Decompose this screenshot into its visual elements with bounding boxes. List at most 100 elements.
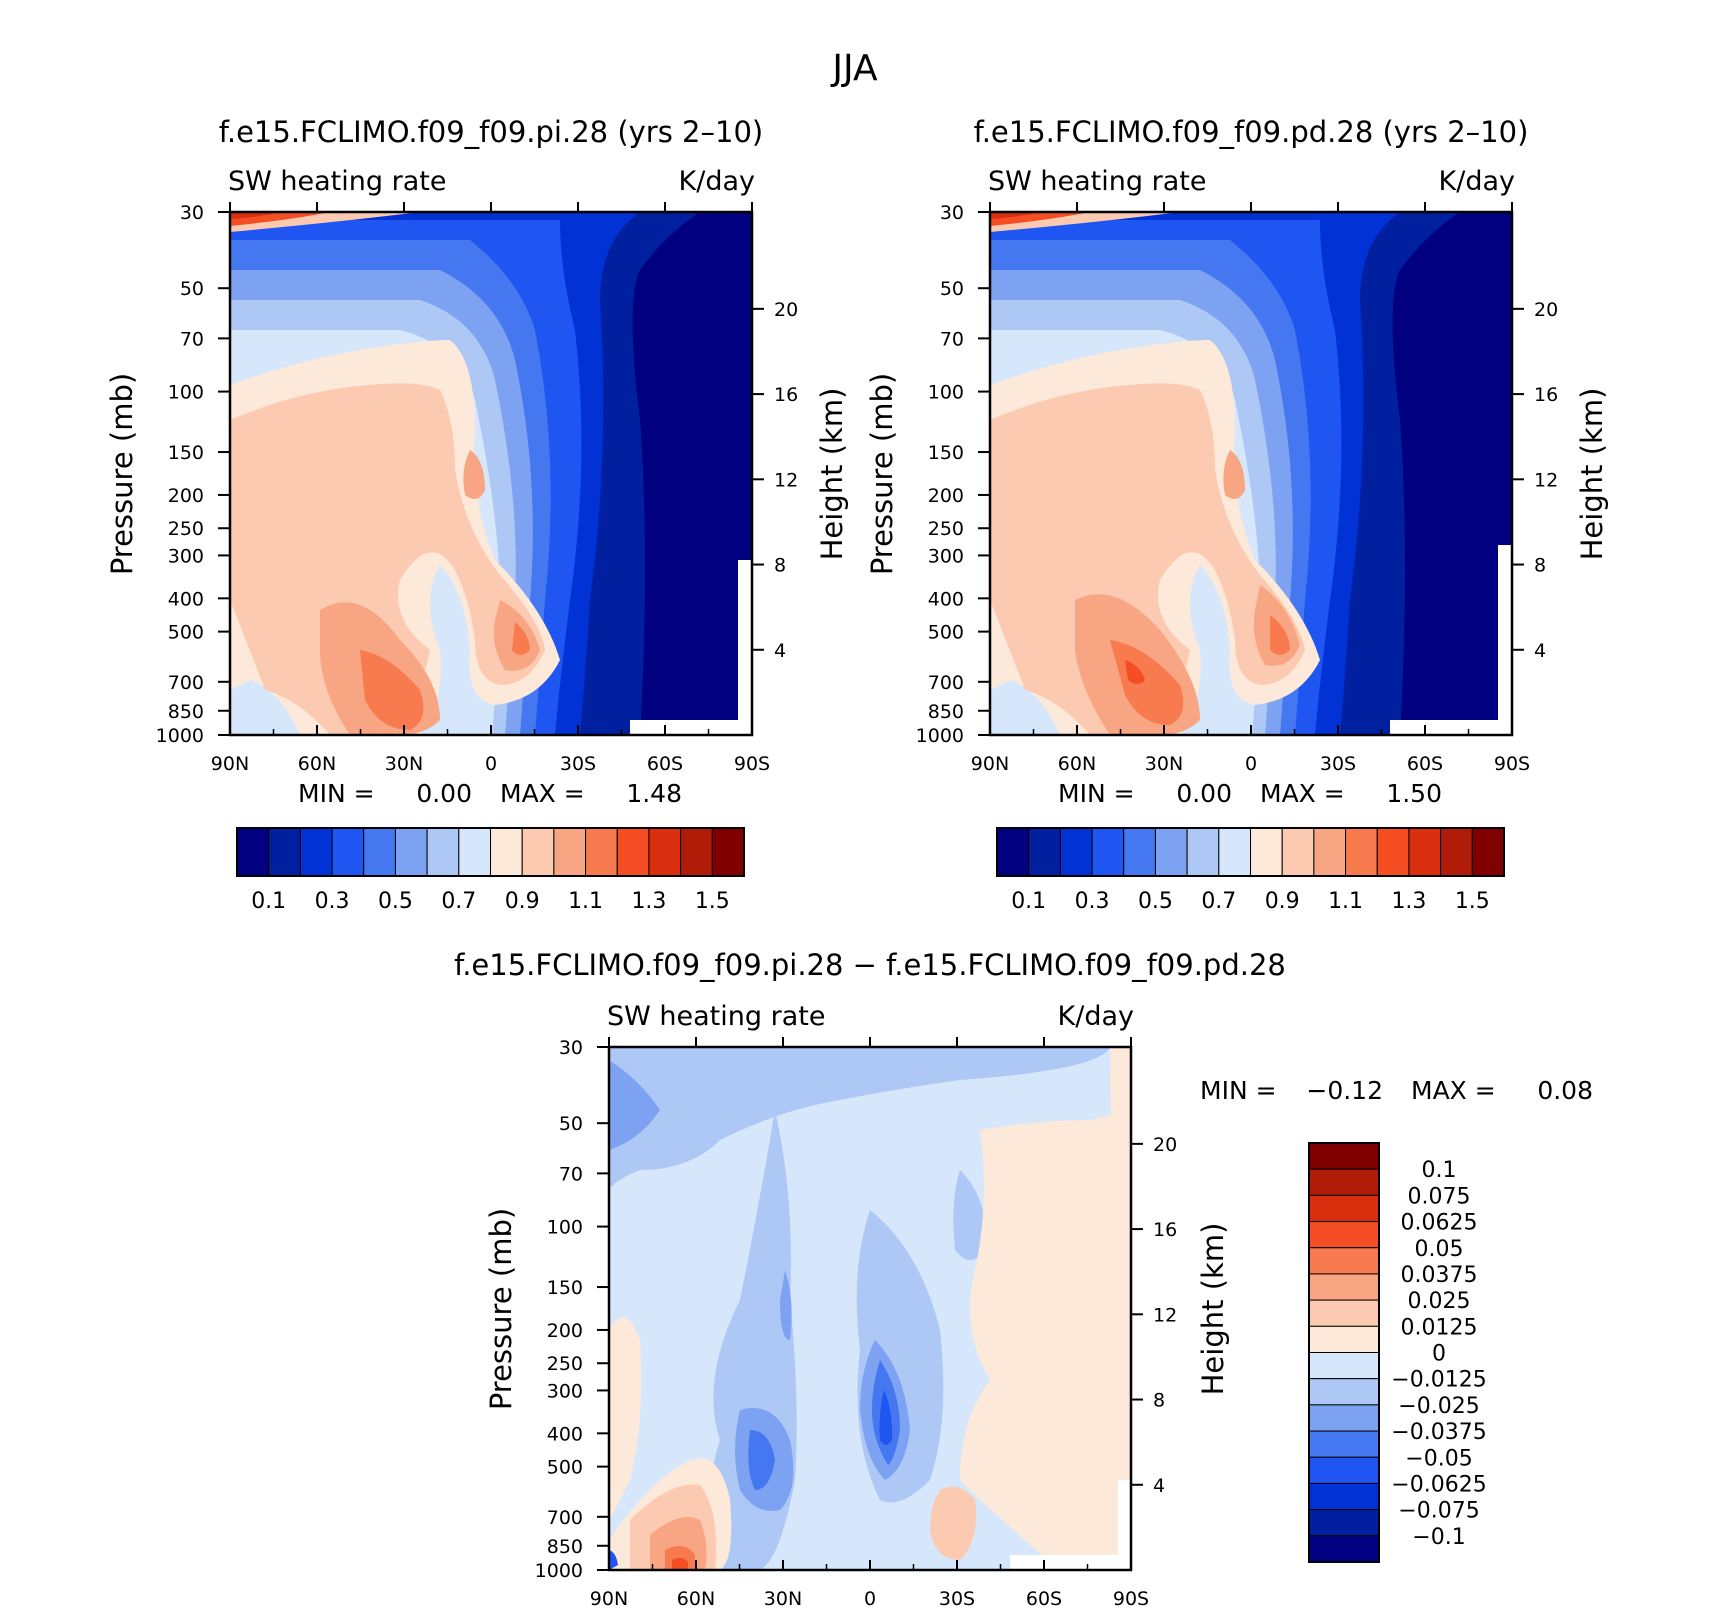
- x-tick-label: 30S: [939, 1588, 975, 1610]
- figure-title: JJA: [830, 48, 878, 89]
- colorbar-swatch: [1308, 1404, 1380, 1432]
- colorbar-label: 0.05: [1415, 1237, 1464, 1262]
- x-tick-label: 90S: [734, 753, 770, 775]
- colorbar-swatch: [1308, 1456, 1380, 1484]
- y2-tick-label: 8: [1534, 555, 1546, 577]
- field-band: [1270, 615, 1290, 655]
- colorbar-swatch: [585, 827, 618, 877]
- y2-tick-label: 4: [774, 640, 786, 662]
- field-band: [1390, 720, 1512, 735]
- panel-diff-field: [609, 1047, 1131, 1570]
- y-tick-label: 500: [928, 622, 964, 644]
- colorbar-swatch: [363, 827, 396, 877]
- colorbar-swatch: [1308, 1273, 1380, 1301]
- panel-pi: f.e15.FCLIMO.f09_f09.pi.28 (yrs 2–10) SW…: [105, 115, 849, 914]
- colorbar-label: 0.3: [1075, 889, 1110, 914]
- field-band: [672, 1557, 688, 1570]
- y2-tick-label: 4: [1153, 1475, 1165, 1497]
- colorbar-swatch: [711, 827, 745, 877]
- colorbar-swatch: [521, 827, 555, 877]
- colorbar-swatch: [1308, 1535, 1380, 1563]
- y-tick-label: 200: [168, 485, 204, 507]
- x-tick-label: 0: [864, 1588, 876, 1610]
- y2-tick-label: 4: [1534, 640, 1546, 662]
- colorbar-label: 1.1: [568, 889, 603, 914]
- y2-tick-label: 8: [1153, 1390, 1165, 1412]
- y-tick-label: 500: [168, 622, 204, 644]
- field-band: [1110, 640, 1184, 725]
- field-band: [990, 383, 1305, 735]
- max-label: MAX =: [500, 779, 585, 808]
- colorbar-swatch: [299, 827, 333, 877]
- panel-diff-title: f.e15.FCLIMO.f09_f09.pi.28 − f.e15.FCLIM…: [454, 948, 1286, 982]
- max-value: 1.50: [1386, 779, 1442, 808]
- colorbar-swatch: [458, 827, 491, 877]
- field-band: [960, 1110, 1131, 1570]
- field-band: [1010, 1555, 1131, 1570]
- colorbar-swatch: [1308, 1194, 1380, 1223]
- colorbar-swatch: [1313, 827, 1347, 877]
- colorbar-label: 0.5: [1138, 889, 1173, 914]
- panel-diff-colorbar: 0.10.0750.06250.050.03750.0250.01250−0.0…: [1308, 1142, 1487, 1563]
- colorbar-swatch: [1440, 827, 1473, 877]
- colorbar-label: 1.3: [1391, 889, 1426, 914]
- colorbar-swatch: [1218, 827, 1251, 877]
- colorbar-label: 1.3: [631, 889, 666, 914]
- x-tick-label: 60S: [1026, 1588, 1062, 1610]
- y-tick-label: 150: [928, 442, 964, 464]
- y2-tick-label: 16: [1153, 1219, 1177, 1241]
- panel-diff: f.e15.FCLIMO.f09_f09.pi.28 − f.e15.FCLIM…: [454, 948, 1593, 1610]
- field-band: [230, 383, 545, 735]
- field-band: [1125, 660, 1145, 684]
- panel-diff-left-label: SW heating rate: [607, 1001, 825, 1032]
- x-tick-label: 90N: [211, 753, 249, 775]
- x-tick-label: 90S: [1113, 1588, 1149, 1610]
- y-tick-label: 850: [547, 1536, 583, 1558]
- y-tick-label: 300: [547, 1380, 583, 1402]
- x-tick-label: 30N: [385, 753, 423, 775]
- panel-diff-y2label: Height (km): [1196, 1223, 1230, 1396]
- y-tick-label: 700: [168, 672, 204, 694]
- colorbar-swatch: [268, 827, 301, 877]
- y2-tick-label: 20: [1153, 1134, 1177, 1156]
- y-tick-label: 30: [559, 1037, 583, 1059]
- x-tick-label: 30S: [1320, 753, 1356, 775]
- x-tick-label: 30S: [560, 753, 596, 775]
- x-tick-label: 30N: [1145, 753, 1183, 775]
- colorbar-swatch: [1028, 827, 1061, 877]
- y-tick-label: 700: [928, 672, 964, 694]
- y-tick-label: 70: [180, 328, 204, 350]
- panel-pi-colorbar: 0.1 0.3 0.5 0.7 0.9 1.1 1.3 1.5: [236, 827, 745, 914]
- field-band: [1498, 545, 1512, 735]
- field-band: [230, 212, 280, 219]
- colorbar-swatch: [648, 827, 682, 877]
- y2-tick-label: 20: [1534, 299, 1558, 321]
- max-value: 0.08: [1537, 1076, 1593, 1105]
- y-tick-label: 70: [940, 328, 964, 350]
- panel-pd-right-label: K/day: [1439, 166, 1515, 197]
- y-tick-label: 50: [559, 1113, 583, 1135]
- x-tick-label: 90S: [1494, 753, 1530, 775]
- y-tick-label: 250: [547, 1353, 583, 1375]
- field-band: [463, 450, 485, 499]
- colorbar-swatch: [1471, 827, 1505, 877]
- colorbar-swatch: [1308, 1221, 1380, 1249]
- y2-tick-label: 12: [1153, 1304, 1177, 1326]
- panel-pd-field: [990, 212, 1512, 735]
- field-band: [930, 1486, 976, 1560]
- colorbar-label: 0.0375: [1401, 1263, 1478, 1288]
- y-tick-label: 30: [180, 202, 204, 224]
- y2-tick-label: 12: [1534, 469, 1558, 491]
- field-band: [780, 1270, 792, 1340]
- y-tick-label: 300: [928, 545, 964, 567]
- panel-pi-ylabel: Pressure (mb): [105, 373, 139, 575]
- y-tick-label: 700: [547, 1507, 583, 1529]
- colorbar-label: 0.3: [315, 889, 350, 914]
- colorbar-label: 0.075: [1408, 1184, 1471, 1209]
- field-band: [953, 1170, 986, 1260]
- panel-pi-field: [230, 212, 752, 735]
- panel-pd-ylabel: Pressure (mb): [865, 373, 899, 575]
